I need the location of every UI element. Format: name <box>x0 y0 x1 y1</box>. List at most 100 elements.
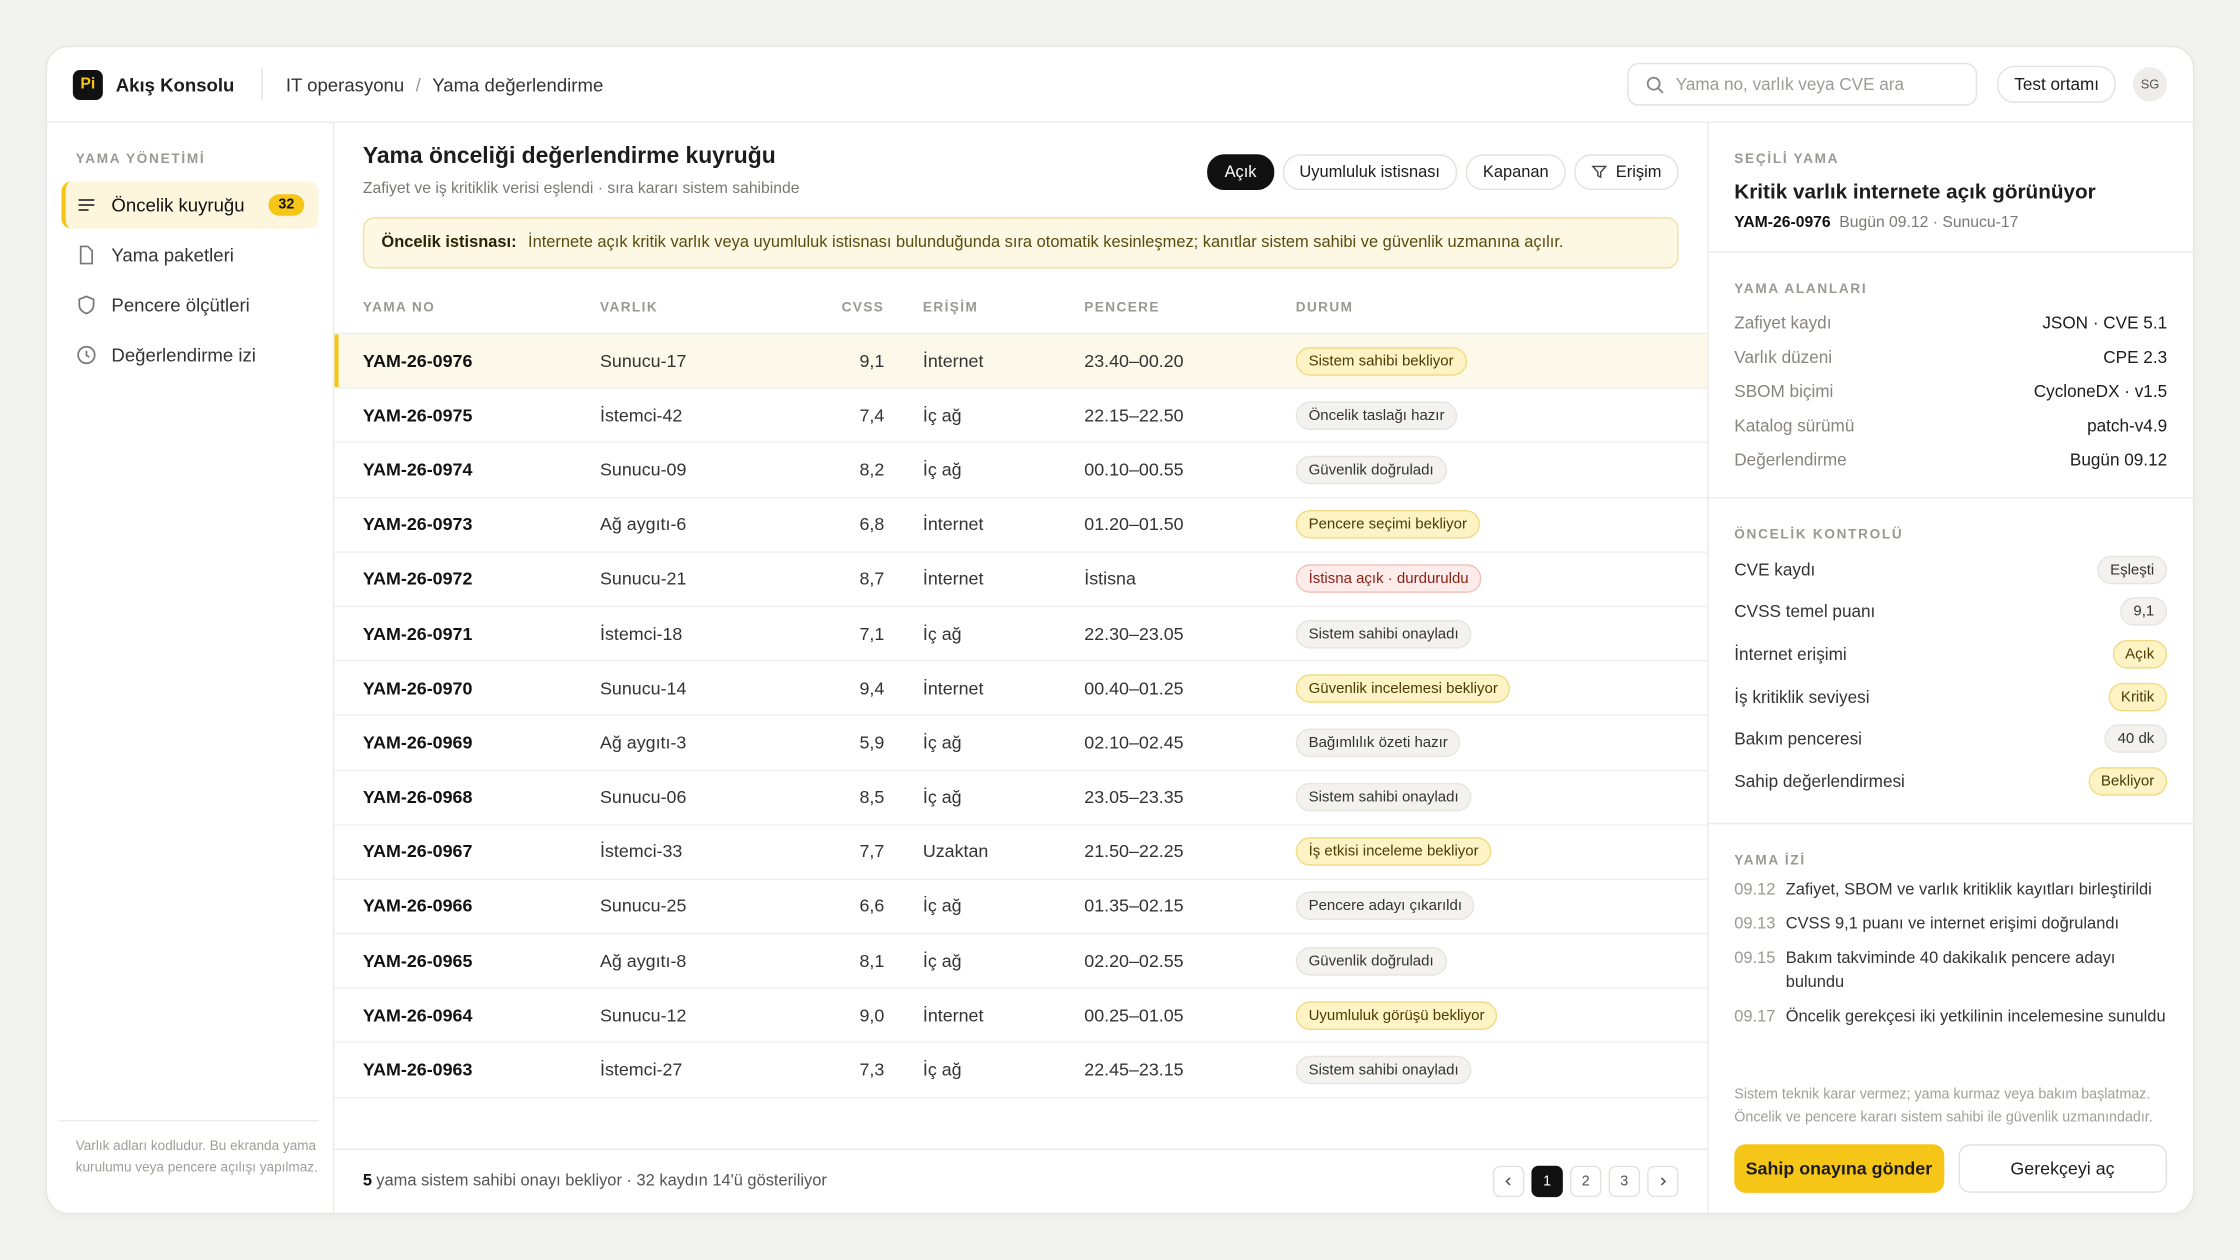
check-row: İnternet erişimi Açık <box>1734 633 2168 675</box>
page-button[interactable]: 1 <box>1531 1165 1563 1198</box>
filter-chip[interactable]: Kapanan <box>1465 154 1566 190</box>
env-button[interactable]: Test ortamı <box>1997 65 2117 103</box>
cell-cvss: 5,9 <box>859 732 885 753</box>
primary-button[interactable]: Sahip onayına gönder <box>1734 1144 1944 1193</box>
cell-id: YAM-26-0963 <box>362 1060 473 1081</box>
nav-item[interactable]: Yama paketleri <box>61 231 318 278</box>
cell-asset: Sunucu-14 <box>599 678 687 699</box>
cell-asset: Ağ aygıtı-6 <box>599 514 687 535</box>
field-value: CPE 2.3 <box>2103 347 2168 368</box>
field-label: SBOM biçimi <box>1734 381 1834 402</box>
sidebar-note: Varlık adları kodludur. Bu ekranda yama … <box>58 1119 319 1179</box>
icon <box>76 294 112 315</box>
sidebar: YAMA YÖNETİMİ Öncelik kuyruğu 32 Yama pake… <box>47 122 335 1213</box>
cell-access: İnternet <box>922 514 984 535</box>
nav: Öncelik kuyruğu 32 Yama paketleri Pencere ö… <box>61 181 319 378</box>
check-label: CVE kaydı <box>1734 559 1816 580</box>
icon <box>76 344 112 365</box>
divider <box>261 68 263 100</box>
cell-window: 00.10–00.55 <box>1084 459 1184 480</box>
nav-item[interactable]: Öncelik kuyruğu 32 <box>61 181 319 229</box>
check-row: CVE kaydı Eşleşti <box>1734 549 2168 591</box>
cell-access: İç ağ <box>922 950 962 971</box>
cell-access: İç ağ <box>922 732 962 753</box>
cell-window: 02.20–02.55 <box>1084 950 1184 971</box>
table-row[interactable]: YAM-26-0969 Ağ aygıtı-3 5,9 İç ağ 02.10–02.4… <box>334 716 1708 771</box>
history-text: Zafiyet, SBOM ve varlık kritiklik kayıtl… <box>1785 880 2152 898</box>
table-row[interactable]: YAM-26-0971 İstemci-18 7,1 İç ağ 22.30–23.05… <box>334 607 1708 662</box>
table-row[interactable]: YAM-26-0972 Sunucu-21 8,7 İnternet İstisna İs… <box>334 552 1708 608</box>
cell-id: YAM-26-0971 <box>362 623 473 644</box>
nav-item[interactable]: Değerlendirme izi <box>61 331 318 378</box>
nav-item[interactable]: Pencere ölçütleri <box>61 281 318 328</box>
history-text: Bakım takviminde 40 dakikalık pencere ad… <box>1785 949 2116 991</box>
detail-panel: SEÇİLİ YAMA Kritik varlık internete açık… <box>1708 123 2193 1213</box>
table-row[interactable]: YAM-26-0975 İstemci-42 7,4 İç ağ 22.15–22.50… <box>334 389 1708 444</box>
cell-window: 00.25–01.05 <box>1084 1005 1184 1026</box>
cell-status: Öncelik taslağı hazır <box>1295 401 1707 430</box>
breadcrumb-item[interactable]: IT operasyonu <box>285 73 405 95</box>
next-page[interactable] <box>1647 1165 1679 1198</box>
history-text: CVSS 9,1 puanı ve internet erişimi doğru… <box>1785 915 2120 933</box>
cell-cvss: 7,4 <box>859 405 885 426</box>
status-pill: İş etkisi inceleme bekliyor <box>1295 837 1492 867</box>
checks-block: ÖNCELİK KONTROLÜ CVE kaydı Eşleşti CVSS te… <box>1708 499 2193 824</box>
icon <box>1503 1176 1514 1187</box>
cell-access: İç ağ <box>922 459 962 480</box>
filter-chip[interactable]: Açık <box>1207 154 1274 190</box>
cell-asset: İstemci-27 <box>599 1060 683 1081</box>
search[interactable]: Yama no, varlık veya CVE ara <box>1627 62 1978 106</box>
cell-id: YAM-26-0964 <box>362 1005 473 1026</box>
table-row[interactable]: YAM-26-0974 Sunucu-09 8,2 İç ağ 00.10–00.55 G… <box>334 443 1708 498</box>
history-item: 09.13 CVSS 9,1 puanı ve internet erişimi … <box>1734 912 2167 936</box>
table-row[interactable]: YAM-26-0976 Sunucu-17 9,1 İnternet 23.40–00.… <box>334 334 1708 389</box>
filter-chip[interactable]: Uyumluluk istisnası <box>1282 154 1458 190</box>
table-row[interactable]: YAM-26-0963 İstemci-27 7,3 İç ağ 22.45–23.15… <box>334 1043 1708 1099</box>
status-pill: Güvenlik doğruladı <box>1295 455 1447 485</box>
check-value: Eşleşti <box>2097 555 2168 584</box>
cell-asset: Sunucu-25 <box>599 896 687 917</box>
cell-cvss: 6,8 <box>859 514 885 535</box>
table-row[interactable]: YAM-26-0970 Sunucu-14 9,4 İnternet 00.40–01.… <box>334 662 1708 717</box>
cell-cvss: 8,1 <box>859 950 885 971</box>
table-row[interactable]: YAM-26-0967 İstemci-33 7,7 Uzaktan 21.50–22.… <box>334 825 1708 880</box>
footer-text: yama sistem sahibi onayı bekliyor · 32 k… <box>376 1172 827 1190</box>
column-header: ERİŞİM <box>922 299 979 316</box>
history-time: 09.13 <box>1734 915 1776 933</box>
column-header: YAMA NO <box>362 299 436 316</box>
filter-chip[interactable]: Erişim <box>1574 154 1679 190</box>
check-label: CVSS temel puanı <box>1734 601 1876 622</box>
breadcrumb-item[interactable]: Yama değerlendirme <box>432 73 604 95</box>
table-row[interactable]: YAM-26-0964 Sunucu-12 9,0 İnternet 00.25–01.… <box>334 989 1708 1044</box>
table-row[interactable]: YAM-26-0966 Sunucu-25 6,6 İç ağ 01.35–02.15 P… <box>334 880 1708 935</box>
avatar[interactable]: SG <box>2132 67 2168 102</box>
prev-page[interactable] <box>1492 1165 1525 1198</box>
filter-label: Açık <box>1224 163 1257 181</box>
check-row: Sahip değerlendirmesi Bekliyor <box>1734 760 2168 802</box>
cell-status: Güvenlik doğruladı <box>1295 455 1707 485</box>
cell-window: 22.15–22.50 <box>1084 405 1184 426</box>
table-row[interactable]: YAM-26-0973 Ağ aygıtı-6 6,8 İnternet 01.20–0… <box>334 498 1708 553</box>
status-pill: Güvenlik doğruladı <box>1295 946 1447 976</box>
page-button[interactable]: 3 <box>1608 1165 1640 1198</box>
secondary-button[interactable]: Gerekçeyi aç <box>1957 1144 2168 1193</box>
table-row[interactable]: YAM-26-0968 Sunucu-06 8,5 İç ağ 23.05–23.35 S… <box>334 771 1708 826</box>
check-value: 9,1 <box>2120 597 2168 627</box>
status-pill: Sistem sahibi onayladı <box>1295 1055 1472 1085</box>
cell-cvss: 7,1 <box>859 623 885 644</box>
cell-access: İç ağ <box>922 623 962 644</box>
check-value: 40 dk <box>2104 724 2168 754</box>
page-button[interactable]: 2 <box>1569 1165 1602 1198</box>
cell-access: İç ağ <box>922 896 962 917</box>
cell-access: İç ağ <box>922 1060 962 1081</box>
cell-access: İç ağ <box>922 787 962 808</box>
cell-status: Sistem sahibi bekliyor <box>1295 346 1707 376</box>
history-time: 09.12 <box>1734 880 1776 898</box>
check-label: Sahip değerlendirmesi <box>1734 771 1905 792</box>
check-value: Bekliyor <box>2088 766 2168 796</box>
table-row[interactable]: YAM-26-0965 Ağ aygıtı-8 8,1 İç ağ 02.20–02.5… <box>334 934 1708 989</box>
disclaimer: Sistem teknik karar vermez; yama kurmaz … <box>1734 1087 2153 1126</box>
cell-status: Pencere seçimi bekliyor <box>1295 510 1707 539</box>
filter-label: Uyumluluk istisnası <box>1299 163 1440 181</box>
cell-asset: Ağ aygıtı-3 <box>599 732 687 753</box>
